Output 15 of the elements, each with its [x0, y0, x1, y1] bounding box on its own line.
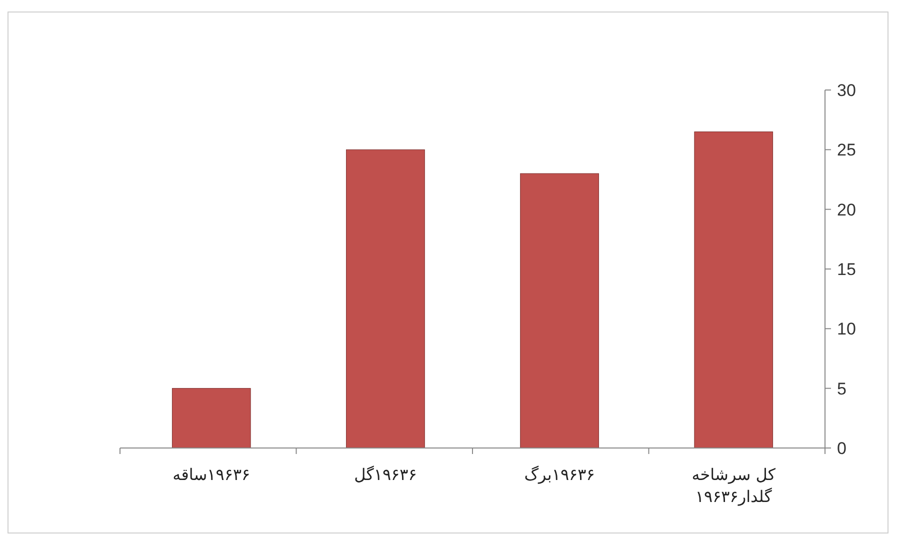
y-tick-label: 20: [837, 200, 856, 220]
y-tick-label: 30: [837, 81, 856, 100]
y-tick-label: 5: [837, 379, 846, 398]
y-tick-label: 15: [837, 260, 856, 279]
x-tick-label: ۱۹۶۳۶ساقه: [172, 465, 250, 484]
bar: [346, 149, 425, 448]
y-tick-label: 25: [837, 140, 856, 160]
bar: [520, 173, 599, 448]
y-tick-label: 10: [837, 320, 856, 339]
y-tick-label: 0: [837, 439, 846, 458]
bar: [172, 388, 251, 448]
bar: [694, 132, 774, 448]
x-tick-label: ۱۹۶۳۶گل: [354, 465, 417, 484]
x-tick-label: ۱۹۶۳۶برگ: [524, 465, 595, 484]
x-tick-label: کل سرشاخه گلدار۱۹۶۳۶: [692, 465, 776, 506]
